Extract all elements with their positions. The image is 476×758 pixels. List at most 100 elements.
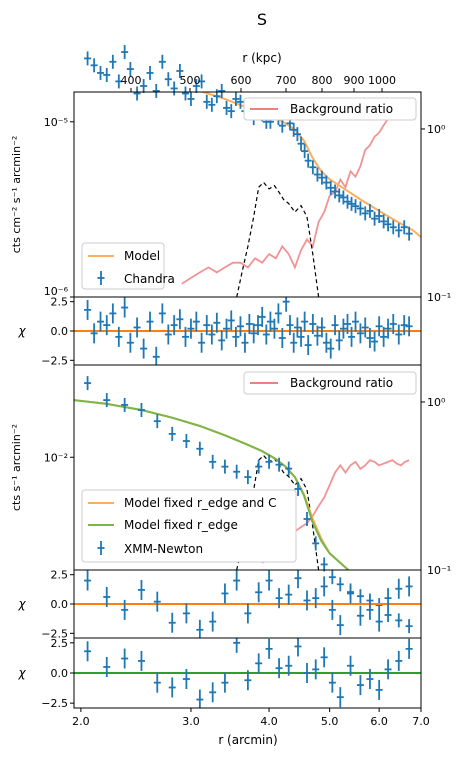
xmm-residuals-orange-residual-point	[255, 582, 263, 603]
chandra-residuals-residual-point	[297, 326, 305, 347]
chandra-residuals-residual-point	[232, 326, 240, 347]
chandra-ylabel: cts cm⁻² s⁻¹ arcmin⁻²	[10, 136, 23, 254]
chandra-residuals-residual-point	[389, 313, 397, 334]
chart-title: S	[257, 10, 267, 29]
chandra-residuals-residual-point	[90, 323, 98, 344]
xmm-residuals-orange-series	[74, 570, 421, 638]
xmm-residuals-green-residual-point	[103, 656, 111, 677]
chandra-data-point	[181, 86, 189, 101]
chandra-residuals-residual-point	[293, 317, 301, 338]
xmm-data-point	[103, 393, 111, 408]
chandra-residuals-residual-point	[371, 331, 379, 352]
chandra-residuals-residual-point	[164, 324, 172, 345]
xmm-legend-orange-label: Model fixed r_edge and C	[124, 496, 276, 510]
xmm-data-point	[168, 426, 176, 441]
xmm-residuals-green-residual-point	[366, 669, 374, 690]
chandra-residuals-residual-point	[84, 299, 92, 320]
xmm-residuals-orange-ytick-label: −2.5	[41, 627, 68, 640]
chandra-residuals-residual-point	[339, 318, 347, 339]
xmm-residuals-orange-residual-point	[275, 588, 283, 609]
chandra-data-point	[103, 67, 111, 82]
xmm-data-point	[312, 536, 320, 551]
chandra-residuals-residual-point	[258, 306, 266, 327]
chandra-residuals-residual-point	[103, 315, 111, 336]
chandra-residuals-residual-point	[348, 326, 356, 347]
xmm-data-point	[182, 434, 190, 449]
xmm-residuals-green-residual-point	[356, 675, 364, 696]
chandra-data-point	[293, 127, 301, 142]
chandra-residuals-residual-point	[318, 317, 326, 338]
xmm-residuals-green-ytick-label: 0.0	[51, 667, 69, 680]
xmm-residuals-orange-ylabel: χ	[17, 597, 26, 611]
chandra-data-point	[84, 51, 92, 66]
top-axis-tick-label: 700	[276, 74, 297, 87]
chandra-residuals-residual-point	[241, 332, 249, 353]
chandra-residuals-residual-point	[203, 315, 211, 336]
chandra-data-point	[322, 175, 330, 190]
xmm-residuals-orange-residual-point	[285, 584, 293, 605]
xmm-residuals-orange-residual-point	[121, 599, 129, 620]
chandra-data-point	[176, 63, 184, 78]
xmm-residuals-orange-residual-point	[137, 579, 145, 600]
x-axis-tick-label: 3.0	[182, 715, 200, 728]
chandra-data-point	[170, 81, 178, 96]
chandra-data-point	[97, 65, 105, 80]
chandra-data-point	[375, 208, 383, 223]
chandra-residuals-residual-point	[380, 326, 388, 347]
chandra-residuals-ylabel: χ	[17, 324, 26, 338]
xmm-data-point	[221, 459, 229, 474]
chandra-data-point	[164, 72, 172, 87]
chandra-data-point	[352, 199, 360, 214]
chandra-residuals-residual-point	[344, 313, 352, 334]
chandra-data-point	[304, 153, 312, 168]
xmm-legend-bg-label: Background ratio	[290, 376, 393, 390]
xmm-residuals-orange-residual-point	[196, 619, 204, 638]
xmm-residuals-orange-residual-point	[384, 588, 392, 609]
xmm-data-point	[137, 403, 145, 418]
chandra-data-point	[90, 58, 98, 73]
xmm-data-point	[375, 598, 383, 613]
chandra-data-point	[232, 91, 240, 106]
xmm-residuals-green-residual-point	[196, 689, 204, 708]
chandra-residuals-ytick-label: 0.0	[51, 325, 69, 338]
chandra-residuals-residual-point	[395, 324, 403, 345]
chandra-residuals-residual-point	[152, 346, 160, 365]
x-axis-tick-label: 6.0	[370, 715, 388, 728]
chandra-residuals-residual-point	[146, 311, 154, 332]
xmm-residuals-orange-residual-point	[244, 603, 252, 624]
xmm-residuals-green-residual-point	[84, 641, 92, 662]
x-axis-tick-label: 2.0	[72, 715, 90, 728]
chandra-residuals-residual-point	[361, 317, 369, 338]
chandra-data-point	[331, 184, 339, 199]
chandra-data-point	[297, 136, 305, 151]
xmm-data-point	[196, 441, 204, 456]
chandra-residuals-residual-point	[301, 311, 309, 332]
chandra-data-point	[327, 180, 335, 195]
chandra-residuals-residual-point	[218, 330, 226, 351]
chandra-residuals-residual-point	[223, 318, 231, 339]
xmm-data-point	[395, 613, 403, 628]
chandra-residuals-residual-point	[208, 324, 216, 345]
xmm-residuals-orange-residual-point	[356, 605, 364, 626]
chandra-residuals-residual-point	[375, 316, 383, 337]
top-axis-tick-label: 1000	[368, 74, 396, 87]
chandra-data-point	[371, 211, 379, 226]
xmm-residuals-green-residual-point	[137, 650, 145, 671]
chandra-legend-data-swatch	[97, 271, 105, 285]
chandra-residuals-residual-point	[405, 316, 413, 337]
chandra-legend-data-label: Chandra	[124, 272, 175, 286]
chandra-residuals-residual-point	[356, 323, 364, 344]
chandra-residuals-residual-point	[313, 325, 321, 346]
chandra-data-point	[395, 223, 403, 238]
xmm-residuals-orange-residual-point	[395, 578, 403, 599]
chandra-residuals-residual-point	[245, 313, 253, 334]
xmm-data-point	[84, 376, 92, 391]
xmm-residuals-green-ytick-label: 2.5	[51, 637, 69, 650]
chandra-residuals-residual-point	[282, 297, 290, 312]
xmm-data-point	[255, 459, 263, 474]
chandra-data-point	[126, 62, 134, 77]
xmm-residuals-orange-residual-point	[182, 603, 190, 624]
xmm-residuals-green-residual-point	[233, 638, 241, 653]
chandra-residuals-ytick-label: −2.5	[41, 354, 68, 367]
xmm-data-point	[303, 511, 311, 526]
